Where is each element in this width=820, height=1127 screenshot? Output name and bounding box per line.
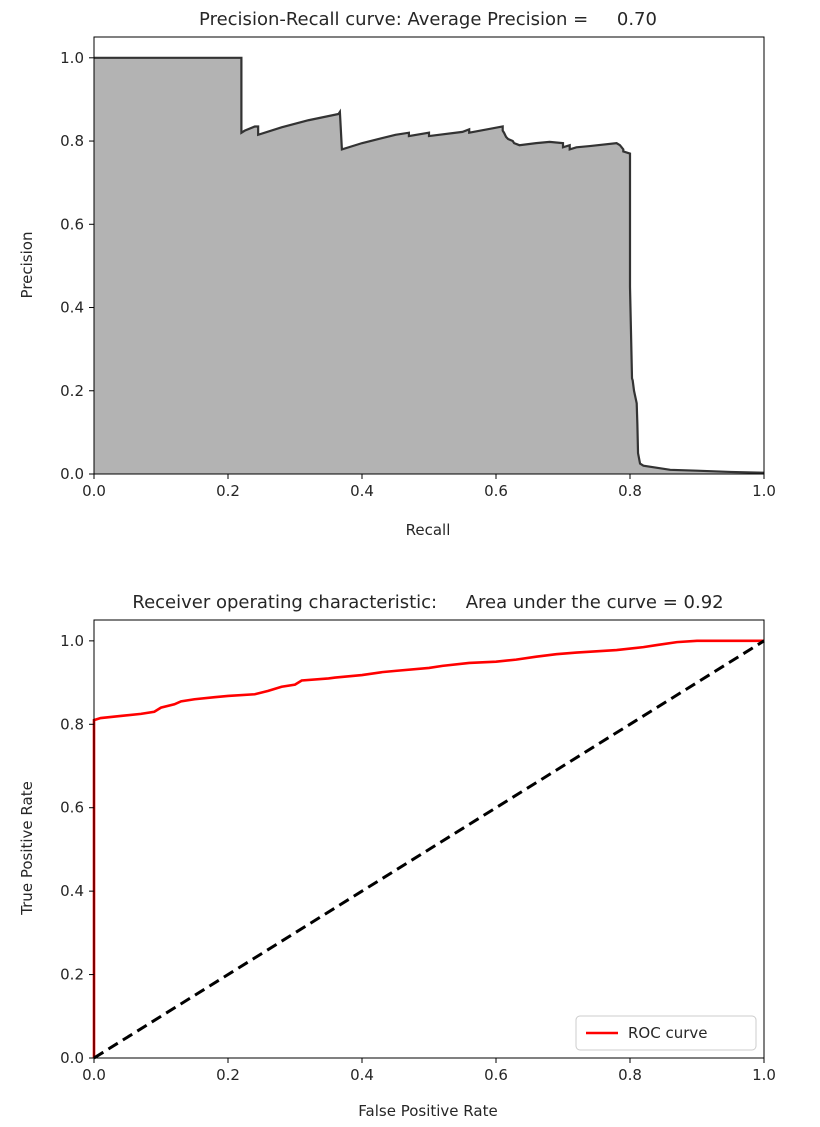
y-tick-label: 0.0 [60,465,84,483]
y-tick-label: 0.2 [60,382,84,400]
y-tick-label: 0.0 [60,1049,84,1067]
y-tick-label: 0.2 [60,966,84,984]
chart-title: Precision-Recall curve: Average Precisio… [199,9,657,30]
x-tick-label: 0.8 [618,1066,642,1084]
x-tick-label: 0.2 [216,482,240,500]
x-tick-label: 0.4 [350,482,374,500]
y-tick-label: 1.0 [60,49,84,67]
x-tick-label: 0.0 [82,1066,106,1084]
y-tick-label: 0.8 [60,132,84,150]
legend-label: ROC curve [628,1024,708,1042]
x-tick-label: 0.6 [484,1066,508,1084]
plot-area: 0.0 0.2 0.4 0.6 0.8 1.0 0.0 0.2 0.4 0.6 0.8 1.0 [60,36,776,500]
legend: ROC curve [575,1015,757,1051]
x-axis-label: Recall [406,521,451,539]
area-fill [94,57,764,475]
legend-box [575,1015,757,1051]
roc-curve-line [92,639,764,1058]
precision-recall-chart: Precision-Recall curve: Average Precisio… [18,9,776,539]
x-tick-label: 1.0 [752,1066,776,1084]
x-tick-label: 0.2 [216,1066,240,1084]
y-tick-label: 1.0 [60,632,84,650]
y-tick-label: 0.8 [60,715,84,733]
y-axis-label: Precision [18,232,36,299]
y-tick-label: 0.4 [60,299,84,317]
x-tick-label: 0.0 [82,482,106,500]
y-tick-label: 0.4 [60,882,84,900]
x-tick-label: 0.8 [618,482,642,500]
plot-area: 0.0 0.2 0.4 0.6 0.8 1.0 0.0 0.2 0.4 0.6 0.8 1.0 ROC … [60,619,776,1084]
x-tick-label: 0.4 [350,1066,374,1084]
axes-frame [93,36,765,475]
x-axis-label: False Positive Rate [358,1102,497,1120]
y-tick-label: 0.6 [60,215,84,233]
x-tick-label: 1.0 [752,482,776,500]
precision-recall-line [94,56,765,474]
x-tick-label: 0.6 [484,482,508,500]
y-tick-label: 0.6 [60,799,84,817]
roc-chart: Receiver operating characteristic: Area … [18,592,776,1120]
diagonal-reference-line [93,639,765,1060]
chart-title: Receiver operating characteristic: Area … [132,592,723,613]
y-axis-label: True Positive Rate [18,781,36,916]
axes-frame [93,619,765,1059]
